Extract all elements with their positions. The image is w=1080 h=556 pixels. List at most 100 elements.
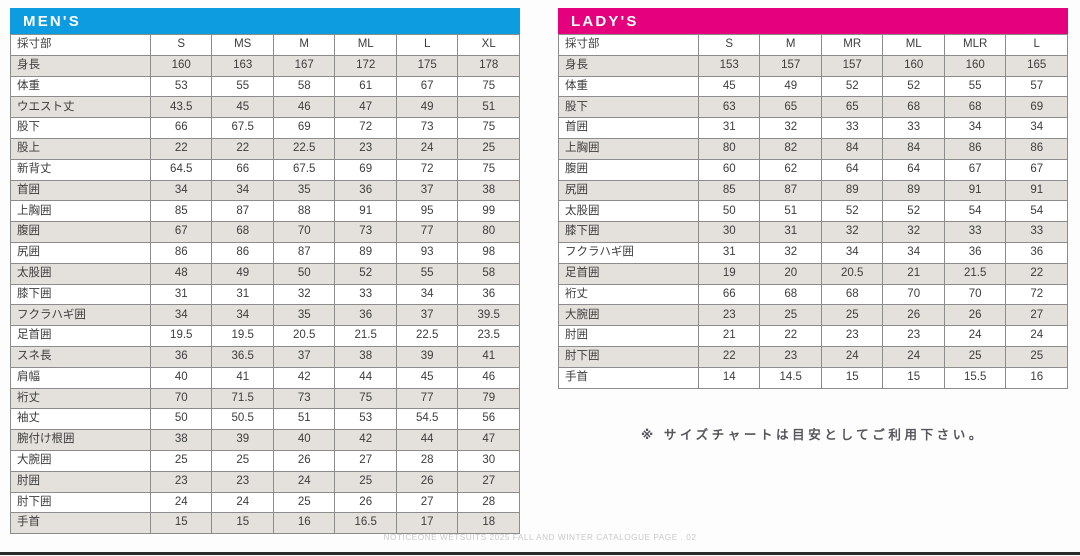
mens-cell-value: 24 [272,470,336,493]
mens-cell-value: 75 [457,158,520,181]
mens-cell-value: 68 [211,221,274,243]
ladys-cell-value: 84 [882,137,945,160]
ladys-cell-value: 57 [1005,75,1068,98]
ladys-cell-value: 31 [697,117,761,139]
ladys-cell-value: 22 [1005,262,1068,285]
table-row: 肘下囲 24 24 25 26 27 28 [10,491,520,514]
mens-cell-value: 37 [395,179,459,202]
ladys-cell-value: 31 [697,241,761,264]
mens-size-header: S [149,34,213,56]
mens-cell-value: 31 [211,283,274,306]
ladys-cell-value: 68 [882,96,945,119]
ladys-cell-value: 89 [882,179,945,202]
table-row: 腹囲 67 68 70 73 77 80 [10,221,520,243]
mens-cell-value: 51 [457,96,520,119]
mens-cell-value: 67.5 [272,158,336,181]
ladys-cell-value: 15 [820,366,884,389]
ladys-cell-value: 34 [820,241,884,264]
mens-measure-header: 採寸部 [10,34,151,56]
ladys-cell-value: 26 [943,304,1007,327]
mens-size-header: XL [457,34,520,56]
mens-cell-value: 35 [272,304,336,327]
table-row: 首囲 31 32 33 33 34 34 [558,117,1068,139]
table-row: 膝下囲 31 31 32 33 34 36 [10,283,520,306]
table-row: 肘囲 21 22 23 23 24 24 [558,325,1068,347]
mens-row-label: 腹囲 [10,221,151,243]
ladys-size-header: S [697,34,761,56]
ladys-cell-value: 157 [759,54,822,77]
mens-cell-value: 45 [395,366,459,389]
table-row: 太股囲 50 51 52 52 54 54 [558,200,1068,223]
mens-size-header: L [395,34,459,56]
ladys-cell-value: 34 [1005,117,1068,139]
ladys-row-label: 太股囲 [558,200,699,223]
mens-cell-value: 25 [457,137,520,160]
mens-cell-value: 71.5 [211,387,274,410]
mens-row-label: スネ長 [10,345,151,368]
ladys-cell-value: 157 [820,54,884,77]
mens-cell-value: 23 [334,137,397,160]
table-row: 首囲 34 34 35 36 37 38 [10,179,520,202]
ladys-row-label: 腹囲 [558,158,699,181]
mens-row-label: ウエスト丈 [10,96,151,119]
mens-cell-value: 37 [272,345,336,368]
table-row: 太股囲 48 49 50 52 55 58 [10,262,520,285]
mens-cell-value: 73 [334,221,397,243]
mens-cell-value: 56 [457,408,520,431]
ladys-cell-value: 19 [697,262,761,285]
table-row: 腕付け根囲 38 39 40 42 44 47 [10,429,520,451]
mens-cell-value: 26 [272,449,336,472]
mens-cell-value: 77 [395,221,459,243]
ladys-cell-value: 26 [882,304,945,327]
ladys-cell-value: 89 [820,179,884,202]
table-row: 股下 63 65 65 68 68 69 [558,96,1068,119]
mens-cell-value: 15 [149,512,213,535]
mens-row-label: 膝下囲 [10,283,151,306]
ladys-cell-value: 25 [1005,345,1068,368]
mens-cell-value: 16 [272,512,336,535]
mens-cell-value: 25 [272,491,336,514]
ladys-row-label: 身長 [558,54,699,77]
ladys-cell-value: 72 [1005,283,1068,306]
table-row: 尻囲 86 86 87 89 93 98 [10,241,520,264]
ladys-row-label: 膝下囲 [558,221,699,243]
ladys-cell-value: 15.5 [943,366,1007,389]
ladys-row-label: 尻囲 [558,179,699,202]
ladys-cell-value: 52 [882,75,945,98]
ladys-cell-value: 85 [697,179,761,202]
ladys-cell-value: 52 [820,75,884,98]
ladys-cell-value: 32 [882,221,945,243]
mens-cell-value: 175 [395,54,459,77]
mens-cell-value: 64.5 [149,158,213,181]
ladys-cell-value: 23 [882,325,945,347]
ladys-row-label: 上胸囲 [558,137,699,160]
mens-cell-value: 18 [457,512,520,535]
mens-cell-value: 15 [211,512,274,535]
mens-cell-value: 87 [272,241,336,264]
ladys-row-label: 肘囲 [558,325,699,347]
mens-cell-value: 86 [149,241,213,264]
ladys-cell-value: 84 [820,137,884,160]
table-row: 股下 66 67.5 69 72 73 75 [10,117,520,139]
mens-cell-value: 31 [149,283,213,306]
ladys-cell-value: 33 [1005,221,1068,243]
table-row: 股上 22 22 22.5 23 24 25 [10,137,520,160]
mens-row-label: 肘下囲 [10,491,151,514]
mens-cell-value: 75 [334,387,397,410]
mens-cell-value: 89 [334,241,397,264]
ladys-title: LADY'S [571,12,639,30]
mens-title: MEN'S [23,12,81,30]
ladys-row-label: 股下 [558,96,699,119]
ladys-cell-value: 68 [943,96,1007,119]
table-row: 手首 15 15 16 16.5 17 18 [10,512,520,535]
mens-row-label: 首囲 [10,179,151,202]
mens-cell-value: 53 [334,408,397,431]
ladys-column-header-row: 採寸部 S M MR ML MLR L [558,34,1068,56]
ladys-cell-value: 52 [882,200,945,223]
mens-cell-value: 49 [395,96,459,119]
mens-cell-value: 36 [334,179,397,202]
mens-cell-value: 67 [149,221,213,243]
mens-cell-value: 38 [334,345,397,368]
mens-cell-value: 88 [272,200,336,223]
ladys-cell-value: 25 [943,345,1007,368]
